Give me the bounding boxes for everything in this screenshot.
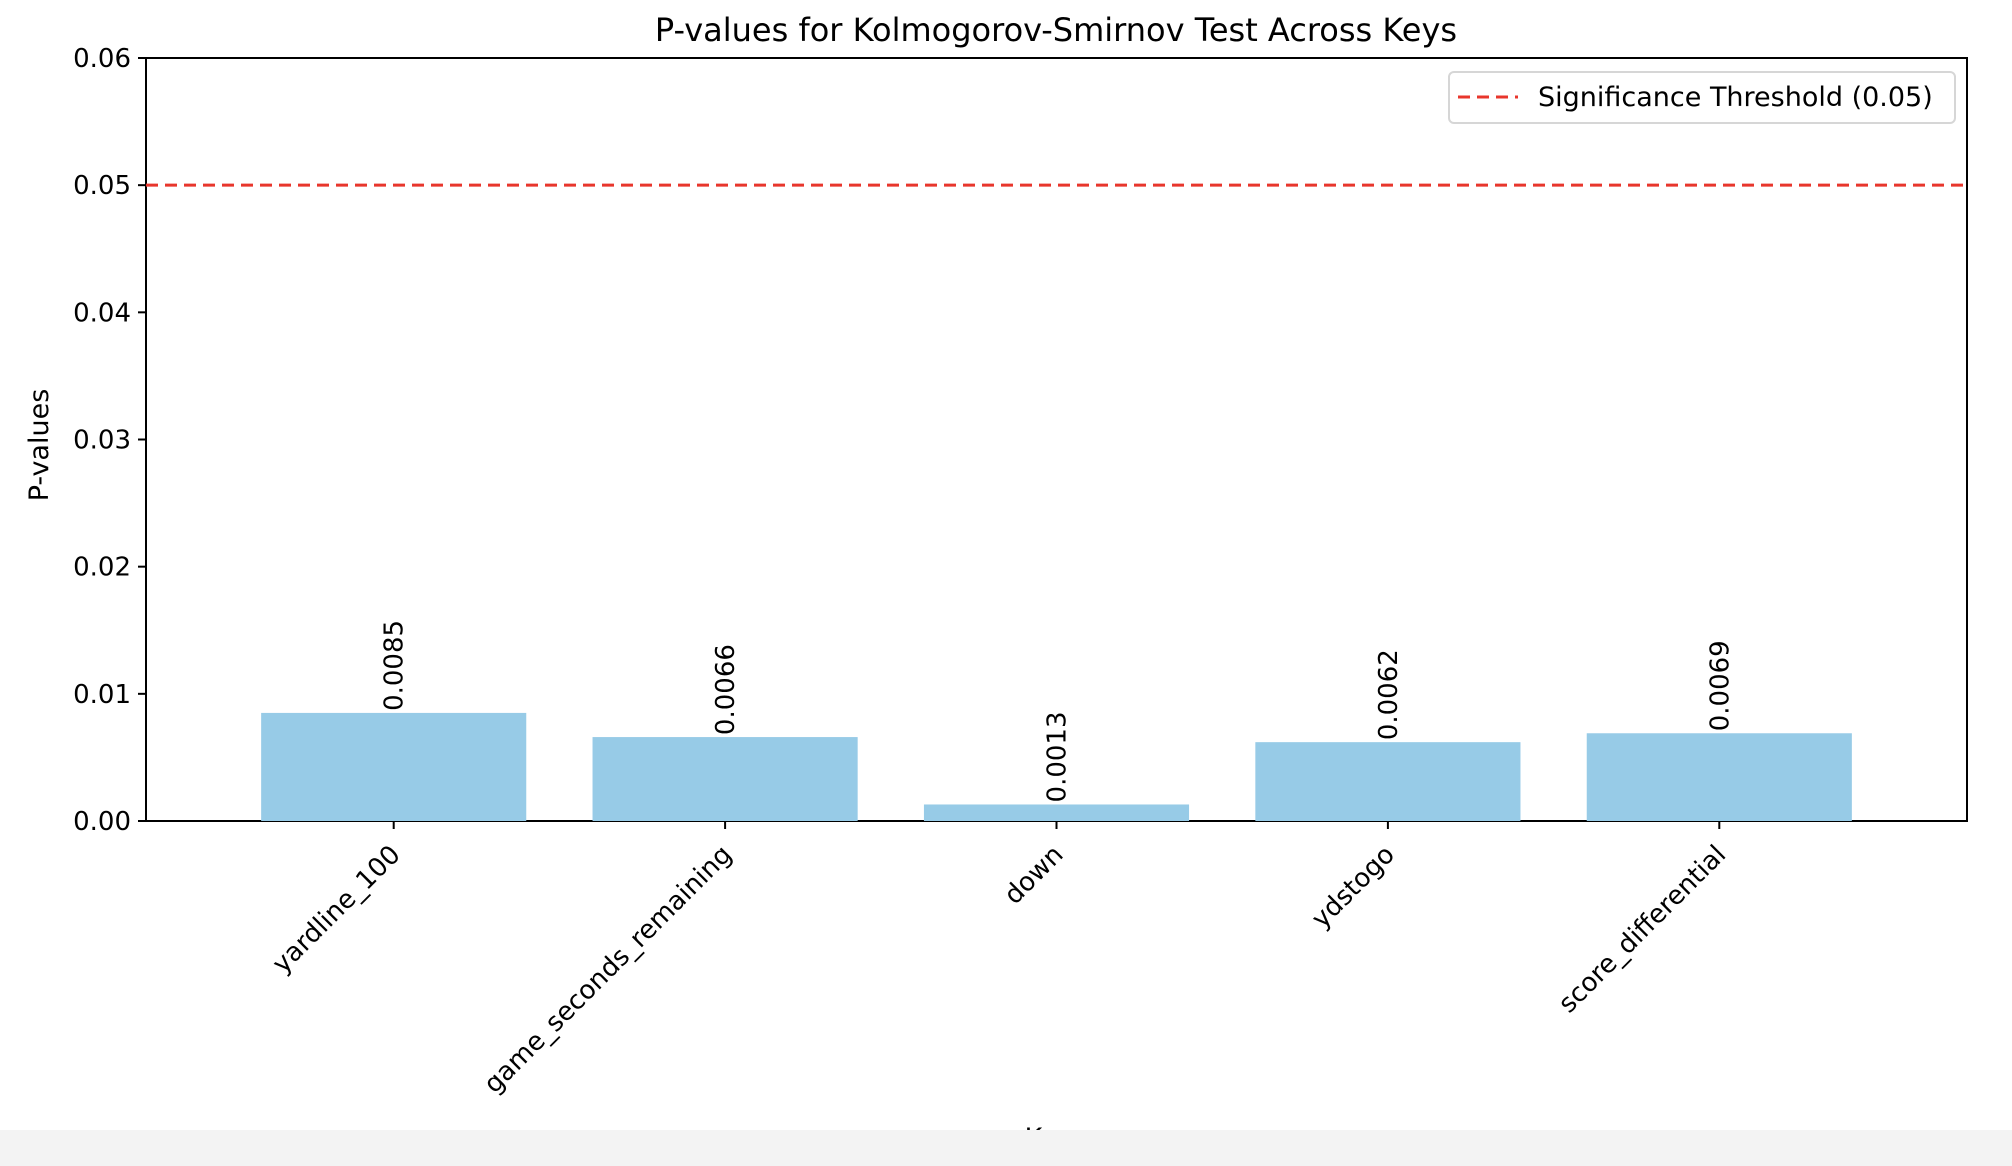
x-category-label: yardline_100 [267, 840, 407, 980]
plot-area: 0.00 0.01 0.02 0.03 0.04 0.05 0.06 0.0085 yardli… [73, 44, 1968, 1100]
x-category-label: score_differential [1553, 840, 1732, 1019]
x-category-label: ydstogo [1306, 840, 1401, 935]
plot-frame [145, 57, 1968, 822]
legend-threshold-label: Significance Threshold (0.05) [1538, 82, 1933, 113]
bar-value-label: 0.0013 [1043, 711, 1073, 802]
y-axis-label: P-values [24, 389, 55, 502]
bottom-band [0, 1130, 2012, 1166]
y-tick-label: 0.04 [73, 298, 131, 328]
bar-ydstogo [1255, 742, 1521, 821]
bar-value-label: 0.0062 [1374, 649, 1404, 740]
bar-game-seconds-remaining [592, 737, 858, 821]
y-tick-label: 0.01 [73, 680, 131, 710]
x-category-label: game_seconds_remaining [478, 840, 738, 1100]
y-tick-label: 0.06 [73, 44, 131, 74]
x-category-label: down [999, 840, 1070, 911]
bar-value-label: 0.0069 [1705, 640, 1735, 731]
bar-score-differential [1586, 733, 1852, 821]
y-tick-label: 0.00 [73, 807, 131, 837]
y-tick-label: 0.05 [73, 171, 131, 201]
legend: Significance Threshold (0.05) [1448, 71, 1956, 124]
legend-box [1448, 71, 1956, 124]
bar-value-label: 0.0066 [711, 644, 741, 735]
y-tick-label: 0.02 [73, 553, 131, 583]
bar-yardline-100 [261, 712, 527, 821]
chart-title: P-values for Kolmogorov-Smirnov Test Acr… [655, 11, 1457, 49]
bar-value-label: 0.0085 [380, 620, 410, 711]
bar-down [923, 804, 1190, 821]
y-tick-label: 0.03 [73, 426, 131, 456]
